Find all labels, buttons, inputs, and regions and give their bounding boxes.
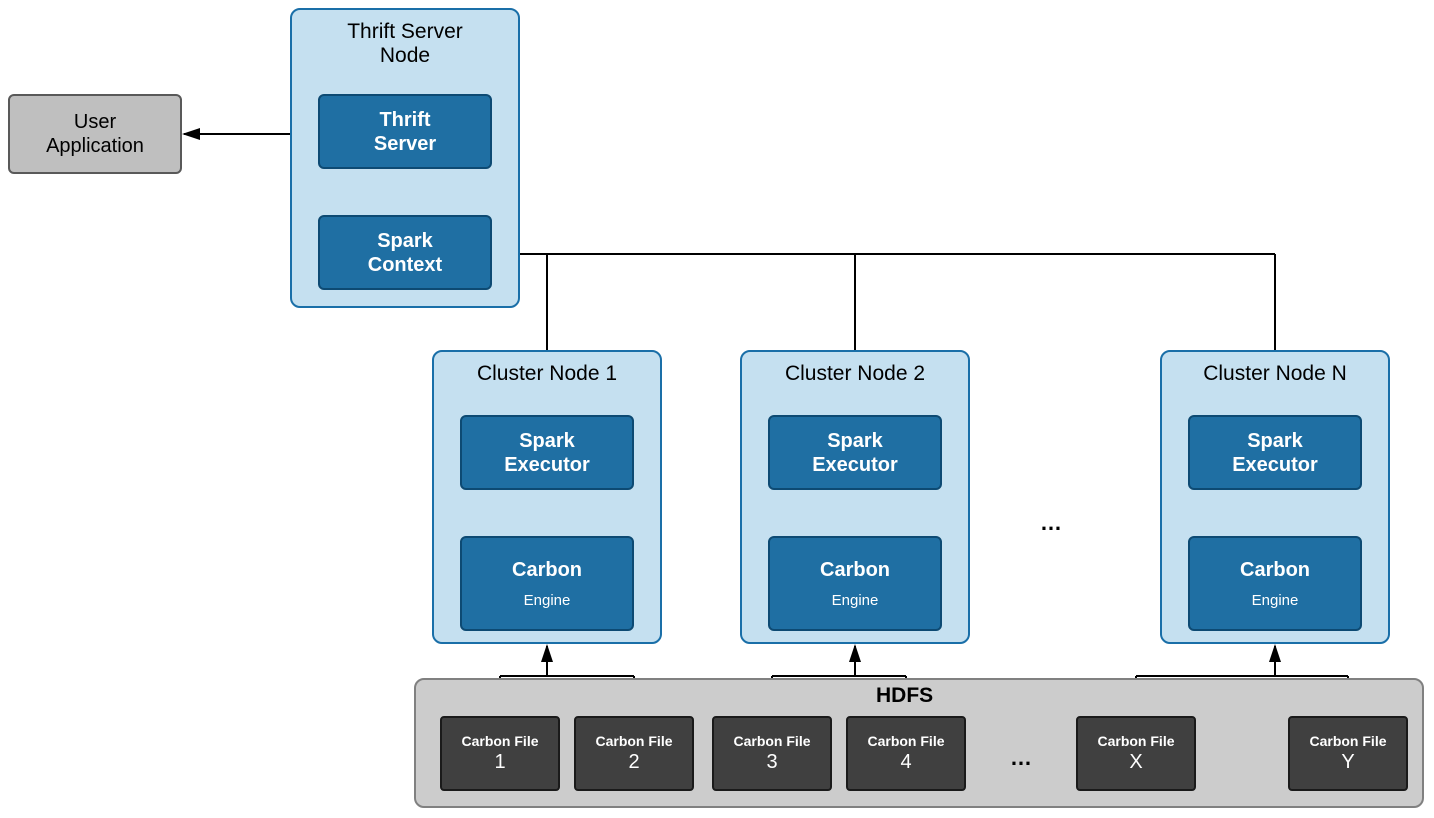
- carbon-file-box-4: Carbon File4: [846, 716, 966, 791]
- carbon-engine-box: CarbonEngine: [1188, 536, 1362, 631]
- carbon-engine-box: CarbonEngine: [460, 536, 634, 631]
- user-application-box: User Application: [8, 94, 182, 174]
- spark-executor-box: SparkExecutor: [460, 415, 634, 490]
- cluster-node-title: Cluster Node 1: [434, 362, 660, 386]
- spark-executor-box: SparkExecutor: [768, 415, 942, 490]
- cluster-node-title: Cluster Node N: [1162, 362, 1388, 386]
- spark-executor-box: SparkExecutor: [1188, 415, 1362, 490]
- carbon-file-box-1: Carbon File1: [440, 716, 560, 791]
- carbon-file-box-2: Carbon File2: [574, 716, 694, 791]
- ellipsis-files: …: [1010, 745, 1034, 771]
- carbon-file-box-Y: Carbon FileY: [1288, 716, 1408, 791]
- hdfs-label: HDFS: [876, 684, 933, 708]
- ellipsis-clusters: …: [1040, 510, 1064, 536]
- carbon-engine-box: CarbonEngine: [768, 536, 942, 631]
- carbon-file-box-3: Carbon File3: [712, 716, 832, 791]
- carbon-file-box-X: Carbon FileX: [1076, 716, 1196, 791]
- thrift-server-box: Thrift Server: [318, 94, 492, 169]
- user-app-label2: Application: [46, 134, 144, 158]
- thrift-node-title: Thrift Server Node: [292, 20, 518, 68]
- user-app-label1: User: [74, 110, 116, 134]
- spark-context-box: Spark Context: [318, 215, 492, 290]
- cluster-node-title: Cluster Node 2: [742, 362, 968, 386]
